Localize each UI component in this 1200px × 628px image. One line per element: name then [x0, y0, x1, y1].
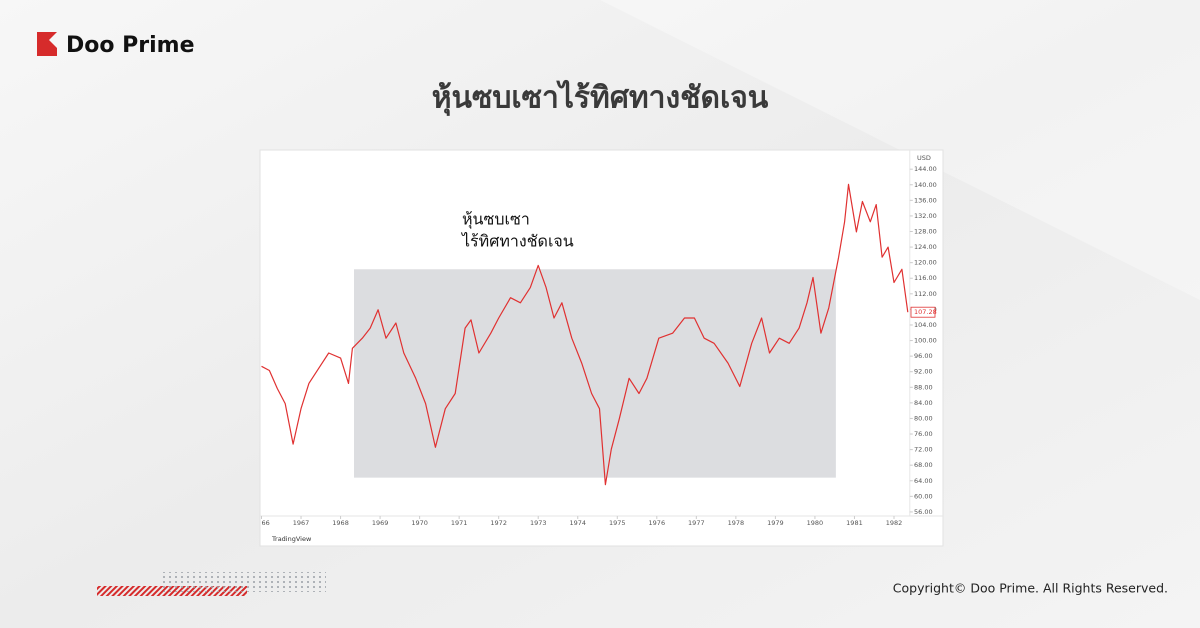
price-line: [261, 183, 909, 486]
annotation: หุ้นซบเซา: [462, 210, 530, 230]
x-tick-label: 1975: [609, 519, 626, 527]
y-tick-label: 144.00: [914, 165, 937, 173]
x-tick-label: 1974: [569, 519, 586, 527]
y-unit: USD: [917, 154, 931, 162]
last-price-label: 107.28: [914, 308, 937, 316]
x-tick-label: 1981: [846, 519, 863, 527]
x-tick-label: 66: [262, 519, 270, 527]
page-title: หุ้นซบเซาไร้ทิศทางชัดเจน: [432, 80, 769, 117]
x-tick-label: 1969: [372, 519, 389, 527]
y-tick-label: 88.00: [914, 383, 933, 391]
y-tick-label: 76.00: [914, 430, 933, 438]
highlight-box: [354, 269, 836, 478]
y-tick-label: 116.00: [914, 274, 937, 282]
y-tick-label: 124.00: [914, 243, 937, 251]
y-tick-label: 120.00: [914, 259, 937, 267]
x-tick-label: 1970: [411, 519, 428, 527]
y-tick-label: 96.00: [914, 352, 933, 360]
x-tick-label: 1972: [490, 519, 507, 527]
x-tick-label: 1973: [530, 519, 547, 527]
copyright: Copyright© Doo Prime. All Rights Reserve…: [893, 581, 1168, 596]
y-tick-label: 100.00: [914, 337, 937, 345]
x-tick-label: 1978: [728, 519, 745, 527]
x-tick-label: 1979: [767, 519, 784, 527]
y-tick-label: 64.00: [914, 477, 933, 485]
y-tick-label: 112.00: [914, 290, 937, 298]
x-tick-label: 1976: [649, 519, 666, 527]
y-tick-label: 104.00: [914, 321, 937, 329]
decor-dots: [160, 572, 326, 592]
logo-icon: [37, 32, 57, 56]
y-tick-label: 56.00: [914, 508, 933, 516]
logo: Doo Prime: [37, 32, 195, 58]
logo-text: Doo Prime: [66, 33, 195, 58]
y-tick-label: 140.00: [914, 181, 937, 189]
x-tick-label: 1967: [293, 519, 310, 527]
x-tick-label: 1968: [332, 519, 349, 527]
x-tick-label: 1971: [451, 519, 468, 527]
y-tick-label: 72.00: [914, 446, 933, 454]
x-tick-label: 1977: [688, 519, 705, 527]
y-tick-label: 60.00: [914, 492, 933, 500]
x-tick-label: 1982: [886, 519, 903, 527]
y-tick-label: 80.00: [914, 414, 933, 422]
y-tick-label: 128.00: [914, 228, 937, 236]
y-tick-label: 92.00: [914, 368, 933, 376]
y-tick-label: 68.00: [914, 461, 933, 469]
x-tick-label: 1980: [807, 519, 824, 527]
chart: USD 56.00 60.00 64.00 68.00 72.00 76.00 80.00 84…: [260, 150, 943, 543]
y-tick-label: 136.00: [914, 196, 937, 204]
y-tick-label: 84.00: [914, 399, 933, 407]
last-price-box: [910, 306, 936, 318]
watermark: TradingView: [271, 535, 312, 543]
y-tick-label: 132.00: [914, 212, 937, 220]
annotation: ไร้ทิศทางชัดเจน: [460, 232, 574, 251]
